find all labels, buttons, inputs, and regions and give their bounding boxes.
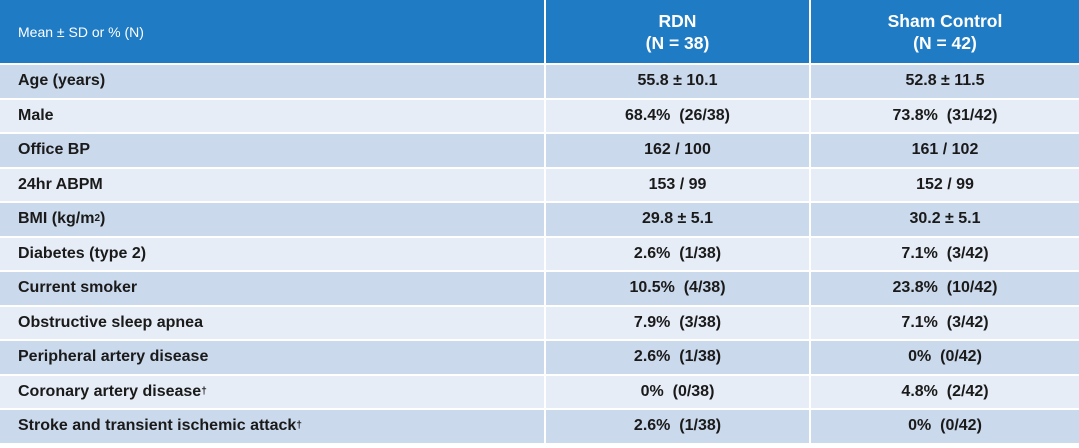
sham-value-cell: 4.8% (2/42) — [811, 376, 1079, 409]
sham-value-cell: 0% (0/42) — [811, 341, 1079, 374]
row-label: Male — [18, 106, 54, 124]
sham-value-cell: 30.2 ± 5.1 — [811, 203, 1079, 236]
row-label-cell: Office BP — [0, 134, 546, 167]
sham-value: 7.1% (3/42) — [901, 313, 989, 331]
table-row: 24hr ABPM 153 / 99 152 / 99 — [0, 168, 1079, 203]
table-header: Mean ± SD or % (N) RDN (N = 38) Sham Con… — [0, 0, 1079, 65]
sham-value-cell: 23.8% (10/42) — [811, 272, 1079, 305]
sham-value: 0% (0/42) — [908, 348, 982, 366]
row-label: 24hr ABPM — [18, 175, 103, 193]
rdn-value-cell: 29.8 ± 5.1 — [546, 203, 811, 236]
row-label: Office BP — [18, 141, 91, 159]
row-label: Peripheral artery disease — [18, 348, 209, 366]
header-sham-column: Sham Control (N = 42) — [811, 0, 1079, 63]
rdn-value-cell: 7.9% (3/38) — [546, 306, 811, 339]
row-label-cell: 24hr ABPM — [0, 168, 546, 201]
table-row: Office BP 162 / 100 161 / 102 — [0, 134, 1079, 169]
sham-value: 152 / 99 — [916, 175, 974, 193]
sham-value: 7.1% (3/42) — [901, 244, 989, 262]
row-label-cell: Coronary artery disease † — [0, 375, 546, 408]
rdn-value-cell: 0% (0/38) — [546, 375, 811, 408]
sham-value: 30.2 ± 5.1 — [909, 210, 981, 228]
sham-value: 161 / 102 — [911, 141, 979, 159]
rdn-value-cell: 55.8 ± 10.1 — [546, 65, 811, 98]
row-label: Age (years) — [18, 72, 106, 90]
row-label-cell: Male — [0, 99, 546, 132]
sham-value-cell: 7.1% (3/42) — [811, 307, 1079, 340]
header-sham-name: Sham Control — [887, 10, 1003, 31]
row-label: BMI (kg/m — [18, 210, 95, 228]
table-row: Male 68.4% (26/38) 73.8% (31/42) — [0, 99, 1079, 134]
row-label-cell: Current smoker — [0, 272, 546, 305]
rdn-value: 0% (0/38) — [640, 382, 715, 400]
sham-value-cell: 152 / 99 — [811, 169, 1079, 202]
header-rdn-name: RDN — [658, 10, 697, 31]
row-label: Diabetes (type 2) — [18, 244, 147, 262]
rdn-value-cell: 162 / 100 — [546, 134, 811, 167]
table-row: Age (years) 55.8 ± 10.1 52.8 ± 11.5 — [0, 65, 1079, 100]
rdn-value: 68.4% (26/38) — [625, 106, 730, 124]
rdn-value-cell: 153 / 99 — [546, 168, 811, 201]
sham-value-cell: 73.8% (31/42) — [811, 100, 1079, 133]
header-label-text: Mean ± SD or % (N) — [18, 23, 144, 40]
rdn-value-cell: 2.6% (1/38) — [546, 341, 811, 374]
table-row: Peripheral artery disease 2.6% (1/38) 0% (… — [0, 341, 1079, 376]
rdn-value-cell: 2.6% (1/38) — [546, 410, 811, 443]
row-label: Current smoker — [18, 279, 138, 297]
header-label-column: Mean ± SD or % (N) — [0, 0, 546, 63]
table-row: BMI (kg/m 2) 29.8 ± 5.1 30.2 ± 5.1 — [0, 203, 1079, 238]
row-label-cell: Diabetes (type 2) — [0, 237, 546, 270]
rdn-value: 2.6% (1/38) — [633, 244, 722, 262]
table-row: Current smoker 10.5% (4/38) 23.8% (10/42) — [0, 272, 1079, 307]
sham-value: 52.8 ± 11.5 — [905, 72, 985, 90]
rdn-value: 2.6% (1/38) — [633, 417, 722, 435]
sham-value: 23.8% (10/42) — [892, 279, 998, 297]
rdn-value: 29.8 ± 5.1 — [641, 210, 714, 228]
row-label-cell: Obstructive sleep apnea — [0, 306, 546, 339]
rdn-value: 10.5% (4/38) — [629, 279, 726, 297]
sham-value-cell: 0% (0/42) — [811, 410, 1079, 443]
row-label: Stroke and transient ischemic attack — [18, 417, 297, 435]
row-label: Coronary artery disease — [18, 382, 202, 400]
row-label-cell: Age (years) — [0, 65, 546, 98]
rdn-value-cell: 68.4% (26/38) — [546, 99, 811, 132]
header-sham-n: (N = 42) — [913, 32, 977, 53]
rdn-value: 55.8 ± 10.1 — [637, 72, 718, 90]
row-label-cell: BMI (kg/m 2) — [0, 203, 546, 236]
rdn-value: 7.9% (3/38) — [633, 313, 722, 331]
table-row: Diabetes (type 2) 2.6% (1/38) 7.1% (3/42) — [0, 237, 1079, 272]
row-label-cell: Peripheral artery disease — [0, 341, 546, 374]
header-rdn-n: (N = 38) — [645, 32, 710, 53]
row-label: Obstructive sleep apnea — [18, 313, 203, 331]
sham-value: 4.8% (2/42) — [901, 382, 989, 400]
sham-value: 0% (0/42) — [908, 417, 982, 435]
table-row: Stroke and transient ischemic attack † 2.6… — [0, 410, 1079, 445]
rdn-value-cell: 2.6% (1/38) — [546, 237, 811, 270]
row-label-tail: ) — [100, 210, 106, 228]
rdn-value-cell: 10.5% (4/38) — [546, 272, 811, 305]
rdn-value: 2.6% (1/38) — [633, 348, 722, 366]
sham-value: 73.8% (31/42) — [892, 106, 998, 124]
sham-value-cell: 161 / 102 — [811, 134, 1079, 167]
table-row: Obstructive sleep apnea 7.9% (3/38) 7.1% (… — [0, 306, 1079, 341]
header-rdn-column: RDN (N = 38) — [546, 0, 811, 63]
sham-value-cell: 7.1% (3/42) — [811, 238, 1079, 271]
rdn-value: 153 / 99 — [648, 175, 707, 193]
rdn-value: 162 / 100 — [644, 141, 711, 159]
table-row: Coronary artery disease † 0% (0/38) 4.8% (2… — [0, 375, 1079, 410]
row-label-cell: Stroke and transient ischemic attack † — [0, 410, 546, 443]
sham-value-cell: 52.8 ± 11.5 — [811, 65, 1079, 98]
